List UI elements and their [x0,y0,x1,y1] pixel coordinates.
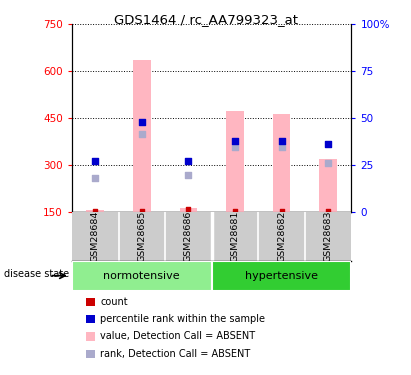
Point [325,141,331,147]
Text: normotensive: normotensive [104,271,180,280]
Text: GSM28682: GSM28682 [277,211,286,262]
Text: GDS1464 / rc_AA799323_at: GDS1464 / rc_AA799323_at [113,13,298,26]
Bar [319,159,337,212]
Text: percentile rank within the sample: percentile rank within the sample [100,314,265,324]
Text: GSM28681: GSM28681 [231,211,240,262]
Point [92,174,99,180]
Text: GSM28686: GSM28686 [184,211,193,262]
Text: disease state: disease state [4,269,69,279]
Bar [272,114,291,212]
Point [232,208,238,214]
Point [278,208,285,214]
Text: GSM28685: GSM28685 [137,211,146,262]
Point [232,144,238,150]
Bar [226,111,244,212]
Point [139,131,145,137]
Point [185,158,192,164]
Bar [133,60,151,212]
Bar [212,261,351,291]
Point [278,138,285,144]
Point [139,208,145,214]
Bar [72,261,212,291]
Point [325,208,331,214]
Point [278,144,285,150]
Text: hypertensive: hypertensive [245,271,318,280]
Bar [180,208,197,212]
Bar [86,210,104,212]
Text: rank, Detection Call = ABSENT: rank, Detection Call = ABSENT [100,349,251,358]
Text: GSM28683: GSM28683 [323,210,332,262]
Point [92,158,99,164]
Text: count: count [100,297,128,307]
Point [185,206,192,212]
Text: value, Detection Call = ABSENT: value, Detection Call = ABSENT [100,332,255,341]
Point [185,172,192,178]
Point [325,160,331,166]
Point [232,138,238,144]
Point [92,208,99,214]
Point [139,119,145,125]
Text: GSM28684: GSM28684 [91,211,100,262]
